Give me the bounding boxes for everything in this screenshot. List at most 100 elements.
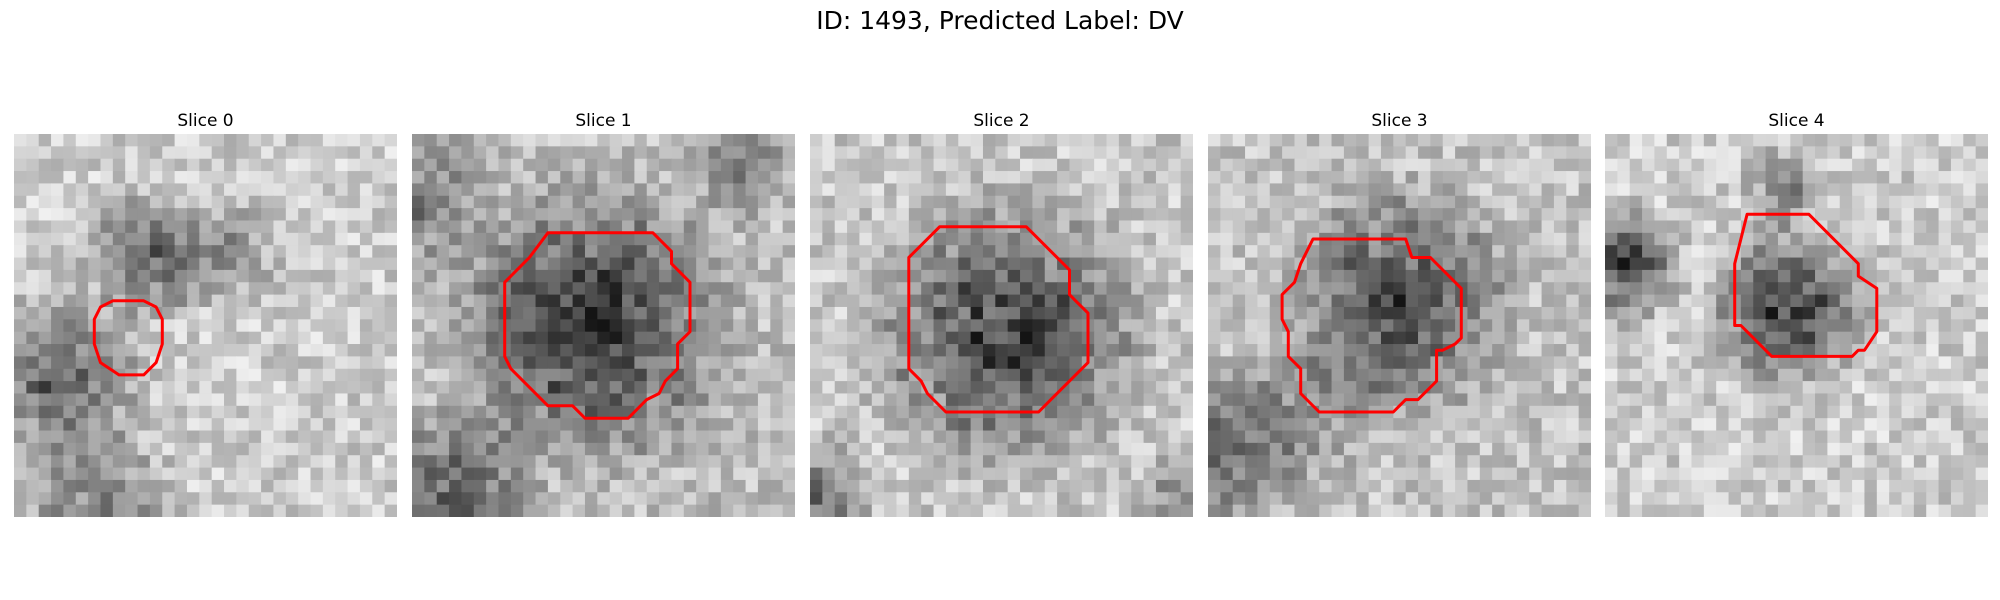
image-pixel bbox=[186, 467, 200, 481]
image-pixel bbox=[424, 393, 438, 407]
image-pixel bbox=[1232, 492, 1246, 506]
image-pixel bbox=[1566, 183, 1580, 197]
image-pixel bbox=[449, 257, 463, 271]
image-pixel bbox=[1740, 195, 1754, 209]
image-pixel bbox=[510, 381, 524, 395]
image-pixel bbox=[335, 208, 349, 222]
image-pixel bbox=[896, 381, 910, 395]
image-pixel bbox=[137, 418, 151, 432]
image-pixel bbox=[1442, 220, 1456, 234]
image-pixel bbox=[1553, 220, 1567, 234]
image-pixel bbox=[1143, 306, 1157, 320]
image-pixel bbox=[1654, 479, 1668, 493]
image-pixel bbox=[1889, 368, 1903, 382]
image-pixel bbox=[88, 245, 102, 259]
image-pixel bbox=[1479, 381, 1493, 395]
image-pixel bbox=[436, 492, 450, 506]
image-pixel bbox=[1529, 208, 1543, 222]
image-pixel bbox=[1032, 393, 1046, 407]
image-pixel bbox=[1069, 195, 1083, 209]
image-pixel bbox=[125, 467, 139, 481]
image-pixel bbox=[1356, 479, 1370, 493]
image-pixel bbox=[1777, 257, 1791, 271]
image-pixel bbox=[547, 171, 561, 185]
image-pixel bbox=[63, 344, 77, 357]
image-pixel bbox=[1605, 245, 1618, 259]
image-pixel bbox=[149, 171, 163, 185]
image-pixel bbox=[88, 134, 102, 147]
image-pixel bbox=[461, 208, 475, 222]
image-pixel bbox=[1356, 492, 1370, 506]
image-pixel bbox=[1356, 344, 1370, 357]
image-pixel bbox=[1578, 467, 1591, 481]
image-pixel bbox=[572, 504, 586, 517]
image-pixel bbox=[1716, 405, 1730, 419]
image-pixel bbox=[584, 208, 598, 222]
image-pixel bbox=[1753, 232, 1767, 246]
image-pixel bbox=[1913, 146, 1927, 160]
image-pixel bbox=[1069, 208, 1083, 222]
image-pixel bbox=[436, 171, 450, 185]
image-pixel bbox=[137, 195, 151, 209]
image-pixel bbox=[945, 479, 959, 493]
image-pixel bbox=[1541, 368, 1555, 382]
image-pixel bbox=[273, 220, 287, 234]
image-pixel bbox=[1827, 381, 1841, 395]
image-pixel bbox=[498, 492, 512, 506]
image-pixel bbox=[634, 208, 648, 222]
image-pixel bbox=[933, 134, 947, 147]
image-pixel bbox=[1118, 368, 1132, 382]
image-pixel bbox=[1442, 282, 1456, 296]
image-pixel bbox=[1405, 306, 1419, 320]
image-pixel bbox=[995, 282, 1009, 296]
image-pixel bbox=[547, 183, 561, 197]
image-pixel bbox=[1257, 418, 1271, 432]
image-pixel bbox=[933, 306, 947, 320]
image-pixel bbox=[1950, 405, 1964, 419]
image-pixel bbox=[720, 455, 734, 469]
image-pixel bbox=[1504, 294, 1518, 308]
image-pixel bbox=[1913, 455, 1927, 469]
image-pixel bbox=[1257, 171, 1271, 185]
image-pixel bbox=[1703, 208, 1717, 222]
image-pixel bbox=[745, 442, 759, 456]
image-pixel bbox=[1057, 232, 1071, 246]
image-pixel bbox=[1541, 319, 1555, 333]
image-pixel bbox=[1516, 171, 1530, 185]
image-pixel bbox=[1479, 183, 1493, 197]
image-pixel bbox=[1716, 158, 1730, 172]
image-pixel bbox=[186, 232, 200, 246]
image-pixel bbox=[26, 331, 40, 345]
image-pixel bbox=[1306, 319, 1320, 333]
image-pixel bbox=[683, 467, 697, 481]
image-pixel bbox=[335, 257, 349, 271]
image-pixel bbox=[1405, 195, 1419, 209]
image-pixel bbox=[745, 269, 759, 283]
image-pixel bbox=[1815, 294, 1828, 308]
image-pixel bbox=[1143, 368, 1157, 382]
image-pixel bbox=[1691, 381, 1705, 395]
image-pixel bbox=[51, 467, 65, 481]
image-pixel bbox=[1815, 257, 1828, 271]
image-pixel bbox=[88, 195, 102, 209]
image-pixel bbox=[1257, 381, 1271, 395]
image-pixel bbox=[51, 306, 65, 320]
image-pixel bbox=[1617, 220, 1631, 234]
image-pixel bbox=[510, 331, 524, 345]
image-pixel bbox=[473, 294, 487, 308]
image-pixel bbox=[958, 331, 972, 345]
image-pixel bbox=[646, 269, 660, 283]
image-pixel bbox=[995, 331, 1009, 345]
image-pixel bbox=[224, 418, 237, 432]
image-pixel bbox=[1131, 146, 1145, 160]
image-pixel bbox=[1541, 282, 1555, 296]
image-pixel bbox=[174, 306, 188, 320]
image-pixel bbox=[822, 208, 836, 222]
image-pixel bbox=[1442, 368, 1456, 382]
image-pixel bbox=[1368, 393, 1382, 407]
image-pixel bbox=[896, 492, 910, 506]
image-pixel bbox=[572, 134, 586, 147]
image-pixel bbox=[1007, 245, 1021, 259]
image-pixel bbox=[523, 232, 537, 246]
image-pixel bbox=[1802, 220, 1816, 234]
